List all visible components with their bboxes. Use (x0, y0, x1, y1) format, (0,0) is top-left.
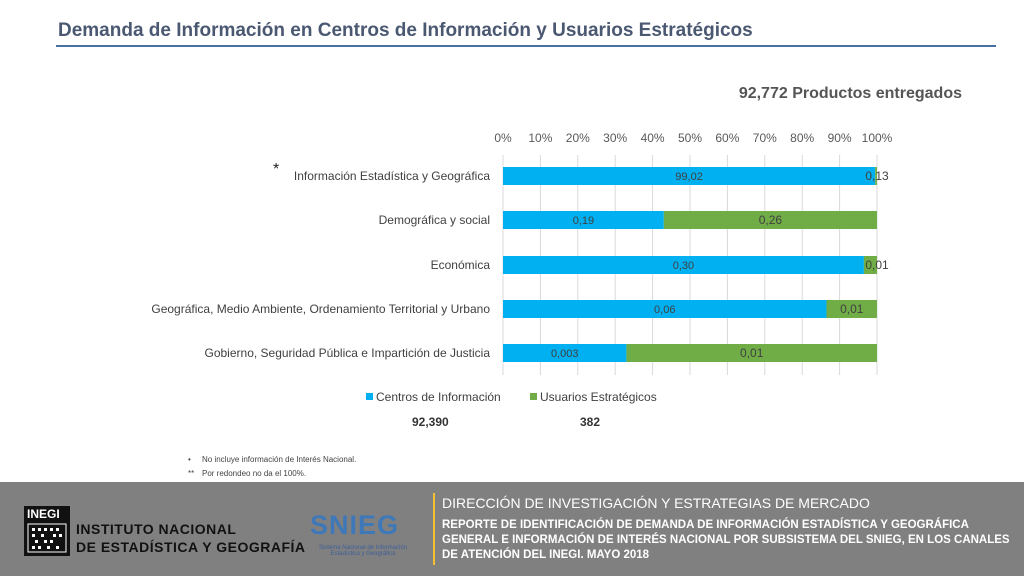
bar-segment (863, 256, 877, 274)
category-label: Información Estadística y Geográfica (294, 169, 490, 183)
bar-segment (875, 167, 877, 185)
data-label: 0,003 (551, 348, 579, 360)
x-tick-label: 90% (828, 131, 852, 145)
report-description: REPORTE DE IDENTIFICACIÓN DE DEMANDA DE … (442, 519, 1010, 561)
x-tick-label: 60% (715, 131, 739, 145)
x-tick-label: 80% (790, 131, 814, 145)
legend-swatch (530, 393, 537, 400)
title-divider (56, 45, 996, 47)
products-delivered-total: 92,772 Productos entregados (738, 85, 962, 102)
footer-accent-bar (433, 493, 435, 565)
data-label: 0,30 (673, 260, 694, 272)
snieg-subtitle: Sistema Nacional de Información Estadíst… (318, 545, 408, 557)
legend-label: Usuarios Estratégicos (540, 390, 657, 404)
bar-segment (503, 167, 876, 185)
bar-segment (503, 211, 664, 229)
x-tick-label: 70% (753, 131, 777, 145)
category-label: Económica (431, 258, 491, 272)
data-label: 0,26 (759, 213, 783, 227)
institute-name-line2: DE ESTADÍSTICA Y GEOGRAFÍA (76, 539, 306, 555)
inegi-logo-text: INEGI (27, 507, 60, 521)
category-marker: * (273, 161, 279, 178)
bar-segment (503, 256, 864, 274)
category-label: Gobierno, Seguridad Pública e Impartició… (205, 346, 491, 360)
footer-band (0, 482, 1024, 576)
legend-label: Centros de Información (376, 390, 501, 404)
legend-swatch (366, 393, 373, 400)
category-label: Demográfica y social (379, 213, 490, 227)
data-label: 0,01 (740, 346, 764, 360)
x-tick-label: 100% (862, 131, 893, 145)
footnote-2: ** Por redondeo no da el 100%. (188, 469, 307, 478)
bar-segment (503, 344, 627, 362)
snieg-logo: SNIEG (310, 510, 400, 540)
inegi-logo-icon (24, 506, 70, 556)
x-tick-label: 50% (678, 131, 702, 145)
total-usuarios: 382 (580, 415, 601, 429)
total-centros: 92,390 (412, 415, 449, 429)
x-tick-label: 20% (566, 131, 590, 145)
bar-segment (626, 344, 877, 362)
x-tick-label: 30% (603, 131, 627, 145)
institute-name-line1: INSTITUTO NACIONAL (76, 521, 237, 537)
x-tick-label: 0% (494, 131, 512, 145)
stacked-bar-chart: 0% 10% 20% 30% 40% 50% 60% 70% 80% 90% 100% Informa… (151, 131, 893, 404)
data-label: 0,06 (654, 304, 675, 316)
bar-segment (663, 211, 877, 229)
data-label: 0,19 (573, 215, 594, 227)
direccion-heading: DIRECCIÓN DE INVESTIGACIÓN Y ESTRATEGIAS… (442, 495, 870, 511)
x-tick-label: 10% (528, 131, 552, 145)
category-label: Geográfica, Medio Ambiente, Ordenamiento… (151, 302, 490, 316)
data-label: 0,13 (865, 169, 889, 183)
data-label: 0,01 (840, 302, 864, 316)
data-label: 99,02 (675, 171, 703, 183)
bar-segment (503, 300, 827, 318)
bar-segment (826, 300, 877, 318)
footnote-1: • No incluye información de Interés Nacio… (188, 455, 357, 464)
x-tick-label: 40% (641, 131, 665, 145)
page-title: Demanda de Información en Centros de Inf… (58, 20, 753, 41)
data-label: 0,01 (865, 258, 889, 272)
